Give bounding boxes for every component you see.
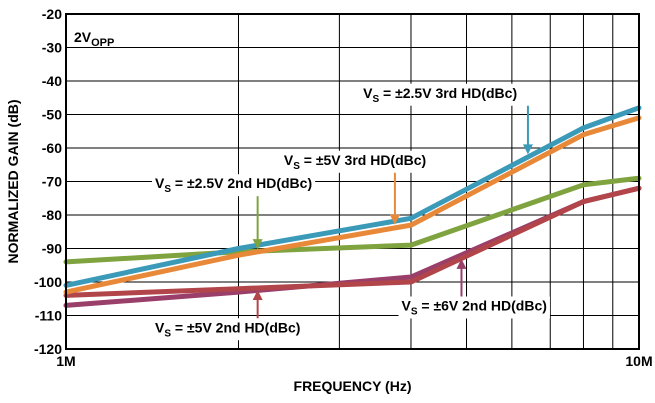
y-tick-label: -40 <box>42 73 62 89</box>
series-label: VS = ±5V 2nd HD(dBc) <box>155 319 300 339</box>
y-tick-label: -70 <box>42 174 62 190</box>
leader-arrow <box>389 172 400 225</box>
series-label: VS = ±6V 2nd HD(dBc) <box>401 297 546 317</box>
plot-frame <box>65 13 640 350</box>
series-line <box>63 185 642 298</box>
series-line <box>63 105 642 288</box>
series-line <box>63 175 642 265</box>
series-label: VS = ±2.5V 2nd HD(dBc) <box>155 175 312 195</box>
leader-arrow <box>252 290 263 319</box>
y-tick-labels: -20 -30 -40 -50 -60 -70 -80 -90 -100 -110 -120 <box>34 6 62 357</box>
series-annotation: VS = ±5V 3rd HD(dBc) <box>280 150 430 225</box>
series-annotation: VS = ±2.5V 3rd HD(dBc) <box>360 83 533 155</box>
y-tick-label: -20 <box>42 6 62 22</box>
y-tick-label: -90 <box>42 241 62 257</box>
series-label: VS = ±5V 3rd HD(dBc) <box>284 152 426 172</box>
y-tick-label: -60 <box>42 140 62 156</box>
leader-arrow <box>522 105 533 155</box>
y-tick-label: -80 <box>42 207 62 223</box>
y-tick-label: -120 <box>34 341 62 357</box>
y-tick-label: -50 <box>42 107 62 123</box>
series-annotation: VS = ±2.5V 2nd HD(dBc) <box>152 174 316 250</box>
series-annotation: VS = ±6V 2nd HD(dBc) <box>398 258 550 319</box>
y-axis-title: NORMALIZED GAIN (dB) <box>5 99 21 263</box>
x-axis-title: FREQUENCY (Hz) <box>294 378 412 394</box>
corner-label: 2VOPP <box>74 29 114 49</box>
y-tick-label: -110 <box>35 308 62 324</box>
series-annotation: VS = ±5V 2nd HD(dBc) <box>152 290 304 341</box>
y-tick-label: -100 <box>34 274 62 290</box>
series-annotations: VS = ±2.5V 3rd HD(dBc) VS = ±5V 3rd HD(dB… <box>152 83 550 341</box>
series-label: VS = ±2.5V 3rd HD(dBc) <box>363 85 517 105</box>
series-lines <box>63 105 642 308</box>
leader-arrow <box>456 258 467 297</box>
x-tick-labels: 1M 10M <box>56 353 652 369</box>
y-tick-label: -30 <box>42 40 62 56</box>
x-tick-label: 10M <box>625 353 652 369</box>
series-line <box>63 115 642 295</box>
x-tick-label: 1M <box>56 353 75 369</box>
leader-arrow <box>252 196 263 250</box>
supply-voltage-label: 2VOPP <box>74 29 114 49</box>
